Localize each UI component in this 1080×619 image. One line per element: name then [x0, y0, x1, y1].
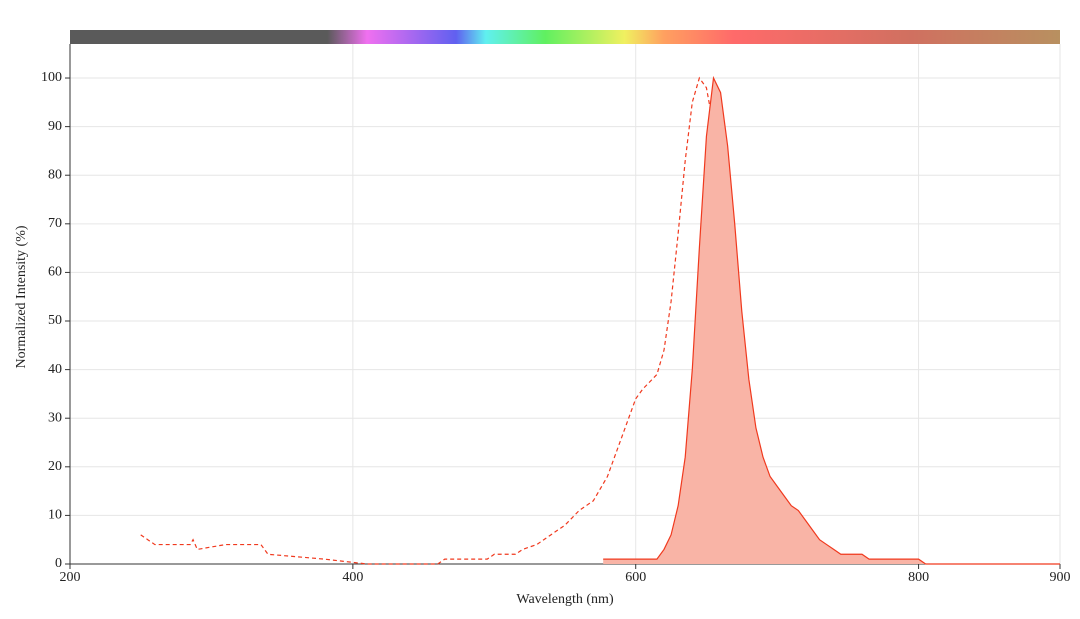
y-tick-label: 90: [48, 119, 62, 134]
x-tick-label: 600: [625, 570, 646, 585]
y-tick-label: 60: [48, 265, 62, 280]
spectrum-bar: [70, 30, 1060, 44]
x-tick-label: 900: [1050, 570, 1071, 585]
x-axis-label: Wavelength (nm): [516, 592, 614, 607]
y-tick-label: 40: [48, 362, 62, 377]
y-axis-label: Normalized Intensity (%): [14, 225, 29, 368]
area: [603, 78, 1060, 565]
x-tick-label: 800: [908, 570, 929, 585]
y-tick-label: 100: [41, 70, 62, 85]
x-tick-label: 400: [342, 570, 363, 585]
y-tick-label: 70: [48, 216, 62, 231]
line: [603, 75, 1060, 565]
y-tick-label: 20: [48, 459, 62, 474]
x-tick-label: 200: [60, 570, 81, 585]
y-tick-label: 0: [55, 556, 62, 571]
y-tick-label: 10: [48, 508, 62, 523]
y-tick-label: 80: [48, 167, 62, 182]
line: [140, 76, 792, 565]
y-tick-label: 30: [48, 410, 62, 425]
y-tick-label: 50: [48, 313, 62, 328]
